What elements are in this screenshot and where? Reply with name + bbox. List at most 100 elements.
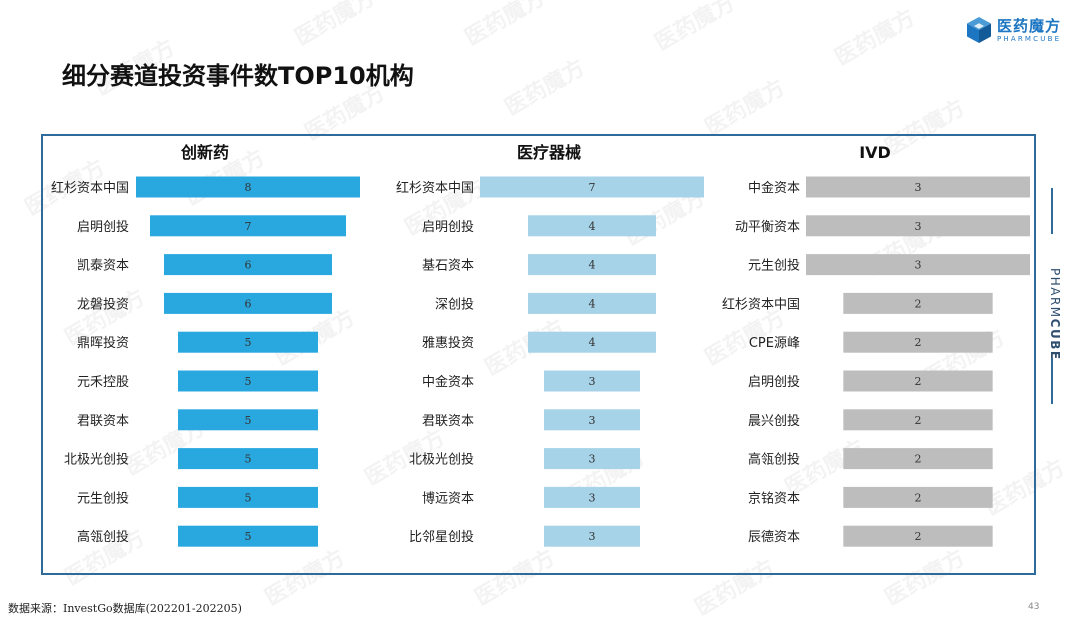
side-line-top — [1051, 188, 1053, 234]
bar — [806, 176, 1030, 198]
data-label: 3 — [589, 375, 596, 388]
logo-name: 医药魔方 — [997, 17, 1062, 35]
bar — [528, 292, 656, 314]
category-label: 辰德资本 — [748, 530, 800, 545]
data-label: 5 — [245, 414, 252, 427]
data-label: 3 — [915, 220, 922, 233]
data-label: 4 — [589, 220, 596, 233]
data-label: 4 — [589, 297, 596, 310]
bar — [544, 370, 640, 392]
category-label: 中金资本 — [422, 374, 474, 390]
data-label: 8 — [245, 181, 252, 194]
data-label: 4 — [589, 336, 596, 349]
category-label: 红杉资本中国 — [722, 296, 800, 312]
data-label: 3 — [589, 414, 596, 427]
data-source: 数据来源：InvestGo数据库(202201-202205) — [8, 602, 242, 615]
data-label: 2 — [915, 375, 922, 388]
side-brand-bold: CUBE — [1048, 318, 1062, 361]
category-label: 启明创投 — [77, 219, 129, 235]
panel-title: 创新药 — [180, 143, 229, 162]
bar — [806, 215, 1030, 237]
bar — [843, 486, 993, 508]
bar — [528, 331, 656, 353]
bar — [150, 215, 346, 237]
bar — [178, 409, 318, 431]
bar — [178, 331, 318, 353]
category-label: 鼎晖投资 — [77, 335, 129, 351]
bar — [843, 525, 993, 547]
category-label: 启明创投 — [748, 374, 800, 390]
data-label: 2 — [915, 414, 922, 427]
category-label: 红杉资本中国 — [396, 180, 474, 196]
data-label: 2 — [915, 336, 922, 349]
cube-logo-icon — [967, 17, 991, 43]
bar — [843, 292, 993, 314]
bar — [843, 331, 993, 353]
data-label: 6 — [245, 259, 252, 272]
data-label: 3 — [589, 530, 596, 543]
category-label: 元生创投 — [77, 490, 129, 506]
data-label: 5 — [245, 375, 252, 388]
category-label: 龙磐投资 — [77, 296, 129, 312]
category-label: 博远资本 — [422, 491, 474, 506]
category-label: 高瓴创投 — [77, 529, 129, 545]
category-label: 中金资本 — [748, 180, 800, 196]
bar — [806, 254, 1030, 276]
side-brand-light: PHARM — [1048, 268, 1062, 319]
category-label: 君联资本 — [422, 414, 474, 429]
data-label: 2 — [915, 297, 922, 310]
category-label: 动平衡资本 — [735, 220, 800, 235]
panel-title: 医疗器械 — [517, 143, 581, 162]
data-label: 5 — [245, 336, 252, 349]
category-label: 君联资本 — [77, 414, 129, 429]
category-label: 比邻星创投 — [409, 529, 474, 545]
bar — [544, 486, 640, 508]
category-label: 高瓴创投 — [748, 452, 800, 468]
bar — [544, 525, 640, 547]
brand-logo: 医药魔方 PHARMCUBE — [966, 14, 1062, 46]
bar — [544, 448, 640, 470]
category-label: 红杉资本中国 — [51, 180, 129, 196]
data-label: 2 — [915, 530, 922, 543]
category-label: 元禾控股 — [77, 375, 129, 390]
category-label: 元生创投 — [748, 258, 800, 274]
category-label: 深创投 — [435, 296, 474, 312]
bar — [178, 370, 318, 392]
page-title: 细分赛道投资事件数TOP10机构 — [62, 62, 414, 90]
bar — [164, 254, 332, 276]
category-label: CPE源峰 — [749, 336, 800, 351]
data-label: 6 — [245, 297, 252, 310]
bar — [843, 370, 993, 392]
category-label: 京铭资本 — [748, 491, 800, 506]
data-label: 5 — [245, 453, 252, 466]
data-label: 3 — [915, 259, 922, 272]
data-label: 2 — [915, 453, 922, 466]
logo-subtitle: PHARMCUBE — [997, 35, 1062, 43]
category-label: 凯泰资本 — [77, 259, 129, 274]
bar — [178, 486, 318, 508]
panel-title: IVD — [859, 143, 891, 162]
data-label: 3 — [915, 181, 922, 194]
bar — [178, 448, 318, 470]
category-label: 基石资本 — [422, 259, 474, 274]
side-brand: PHARMCUBE — [1042, 188, 1062, 404]
data-label: 4 — [589, 259, 596, 272]
bar — [136, 176, 360, 198]
data-label: 7 — [589, 181, 596, 194]
data-label: 2 — [915, 491, 922, 504]
bar — [178, 525, 318, 547]
category-label: 北极光创投 — [64, 452, 129, 468]
data-label: 5 — [245, 530, 252, 543]
bar — [480, 176, 704, 198]
category-label: 北极光创投 — [409, 452, 474, 468]
side-brand-text: PHARMCUBE — [1042, 268, 1062, 361]
data-label: 7 — [245, 220, 252, 233]
category-label: 雅惠投资 — [422, 335, 474, 351]
data-label: 3 — [589, 453, 596, 466]
chart-frame — [41, 134, 1036, 575]
data-label: 5 — [245, 491, 252, 504]
side-line-bottom — [1051, 358, 1053, 404]
bar — [528, 254, 656, 276]
bar — [544, 409, 640, 431]
